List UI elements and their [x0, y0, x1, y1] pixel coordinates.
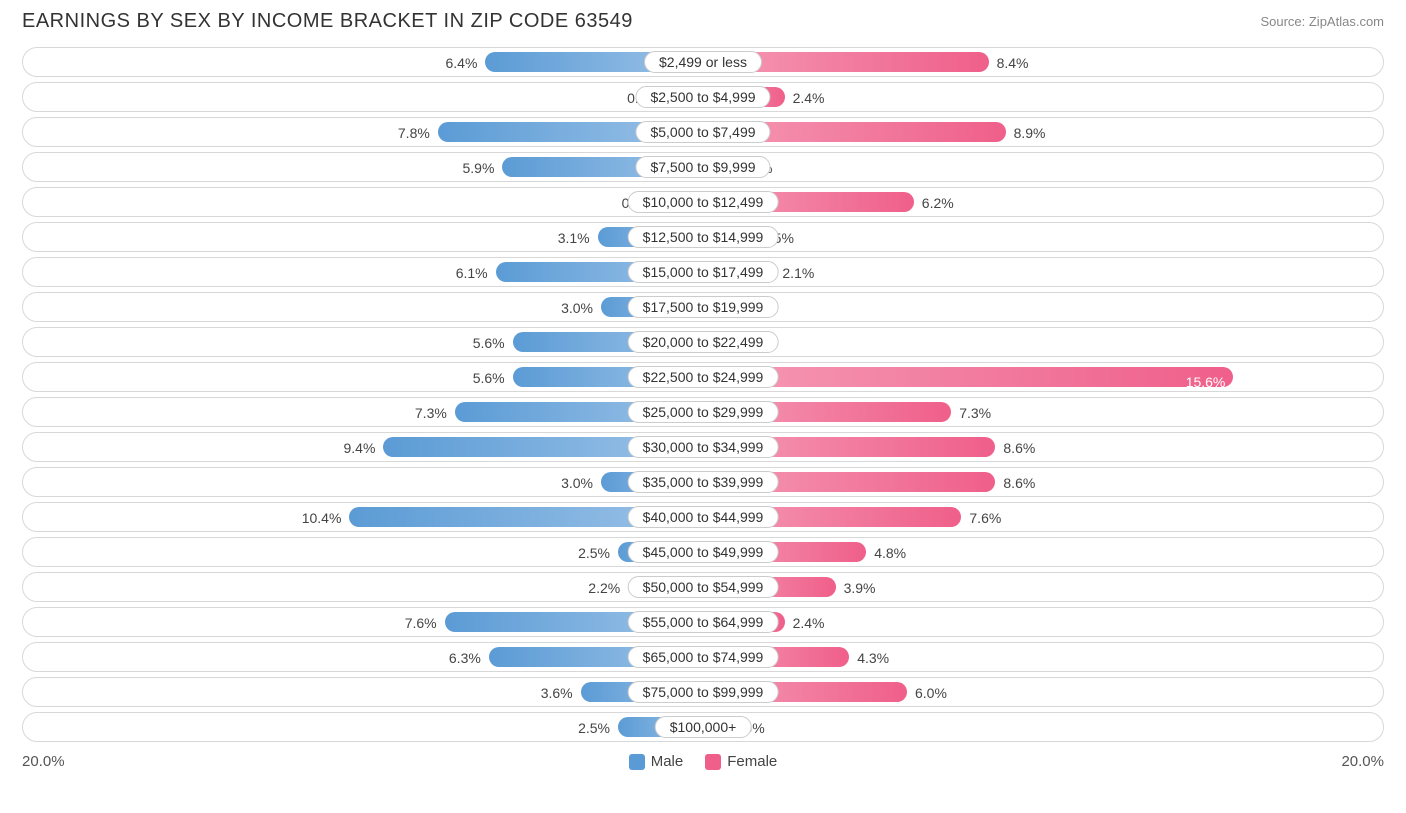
female-value-label: 6.0% — [915, 683, 947, 703]
chart-row: 5.6%0.74%$20,000 to $22,499 — [22, 327, 1384, 357]
male-value-label: 2.5% — [578, 543, 610, 563]
male-value-label: 2.2% — [588, 578, 620, 598]
female-value-label: 8.9% — [1014, 123, 1046, 143]
male-value-label: 5.9% — [462, 158, 494, 178]
legend: Male Female — [629, 753, 778, 770]
chart-row: 7.8% 8.9% $5,000 to $7,499 — [22, 117, 1384, 147]
female-value-label: 15.6% — [1186, 372, 1226, 392]
legend-male-label: Male — [651, 753, 684, 770]
female-value-label: 2.4% — [793, 88, 825, 108]
male-value-label: 5.6% — [473, 368, 505, 388]
female-value-label: 4.8% — [874, 543, 906, 563]
male-value-label: 7.6% — [405, 613, 437, 633]
male-value-label: 9.4% — [343, 438, 375, 458]
bracket-label: $75,000 to $99,999 — [628, 681, 779, 703]
legend-female-label: Female — [727, 753, 777, 770]
chart-row: 9.4% 8.6% $30,000 to $34,999 — [22, 432, 1384, 462]
bracket-label: $50,000 to $54,999 — [628, 576, 779, 598]
axis-left-max: 20.0% — [22, 753, 65, 770]
header: EARNINGS BY SEX BY INCOME BRACKET IN ZIP… — [0, 0, 1406, 47]
male-value-label: 3.6% — [541, 683, 573, 703]
female-value-label: 7.3% — [959, 403, 991, 423]
female-value-label: 2.4% — [793, 613, 825, 633]
bracket-label: $55,000 to $64,999 — [628, 611, 779, 633]
legend-male-swatch — [629, 754, 645, 770]
bracket-label: $22,500 to $24,999 — [628, 366, 779, 388]
chart-row: 3.0% 8.6% $35,000 to $39,999 — [22, 467, 1384, 497]
chart-row: 6.1% 2.1%$15,000 to $17,499 — [22, 257, 1384, 287]
chart-row: 6.4% 8.4% $2,499 or less — [22, 47, 1384, 77]
male-value-label: 5.6% — [473, 333, 505, 353]
chart-row: 6.3% 4.3% $65,000 to $74,999 — [22, 642, 1384, 672]
chart-row: 3.0%0.56%$17,500 to $19,999 — [22, 292, 1384, 322]
chart-title: EARNINGS BY SEX BY INCOME BRACKET IN ZIP… — [22, 10, 633, 33]
male-value-label: 10.4% — [302, 508, 342, 528]
legend-male: Male — [629, 753, 684, 770]
axis-right-max: 20.0% — [1341, 753, 1384, 770]
bracket-label: $30,000 to $34,999 — [628, 436, 779, 458]
chart-row: 0.83%2.4%$2,500 to $4,999 — [22, 82, 1384, 112]
male-value-label: 3.1% — [558, 228, 590, 248]
bracket-label: $40,000 to $44,999 — [628, 506, 779, 528]
female-value-label: 4.3% — [857, 648, 889, 668]
chart-row: 5.6%15.6%$22,500 to $24,999 — [22, 362, 1384, 392]
chart-row: 3.6% 6.0% $75,000 to $99,999 — [22, 677, 1384, 707]
bracket-label: $65,000 to $74,999 — [628, 646, 779, 668]
male-value-label: 7.3% — [415, 403, 447, 423]
chart-row: 2.5% 4.8% $45,000 to $49,999 — [22, 537, 1384, 567]
chart-row: 10.4% 7.6% $40,000 to $44,999 — [22, 502, 1384, 532]
legend-female-swatch — [705, 754, 721, 770]
male-value-label: 6.3% — [449, 648, 481, 668]
bracket-label: $15,000 to $17,499 — [628, 261, 779, 283]
female-value-label: 3.9% — [844, 578, 876, 598]
female-value-label: 8.6% — [1003, 438, 1035, 458]
male-value-label: 3.0% — [561, 473, 593, 493]
female-value-label: 6.2% — [922, 193, 954, 213]
female-bar: 15.6% — [703, 367, 1233, 387]
male-value-label: 6.4% — [445, 53, 477, 73]
bracket-label: $7,500 to $9,999 — [635, 156, 770, 178]
chart-footer: 20.0% Male Female 20.0% — [0, 747, 1406, 770]
bracket-label: $12,500 to $14,999 — [628, 226, 779, 248]
chart-row: 3.1%1.5%$12,500 to $14,999 — [22, 222, 1384, 252]
chart-row: 7.3% 7.3% $25,000 to $29,999 — [22, 397, 1384, 427]
legend-female: Female — [705, 753, 777, 770]
female-value-label: 8.4% — [997, 53, 1029, 73]
male-value-label: 3.0% — [561, 298, 593, 318]
chart-row: 0.99%6.2%$10,000 to $12,499 — [22, 187, 1384, 217]
male-value-label: 6.1% — [456, 263, 488, 283]
male-value-label: 2.5% — [578, 718, 610, 738]
bracket-label: $20,000 to $22,499 — [628, 331, 779, 353]
bracket-label: $2,500 to $4,999 — [635, 86, 770, 108]
source-attribution: Source: ZipAtlas.com — [1260, 14, 1384, 29]
male-value-label: 7.8% — [398, 123, 430, 143]
female-value-label: 2.1% — [782, 263, 814, 283]
bracket-label: $45,000 to $49,999 — [628, 541, 779, 563]
bracket-label: $25,000 to $29,999 — [628, 401, 779, 423]
bracket-label: $5,000 to $7,499 — [635, 121, 770, 143]
bracket-label: $17,500 to $19,999 — [628, 296, 779, 318]
female-value-label: 8.6% — [1003, 473, 1035, 493]
chart-row: 7.6% 2.4% $55,000 to $64,999 — [22, 607, 1384, 637]
bracket-label: $10,000 to $12,499 — [628, 191, 779, 213]
bracket-label: $2,499 or less — [644, 51, 762, 73]
chart-row: 5.9%0.19%$7,500 to $9,999 — [22, 152, 1384, 182]
female-value-label: 7.6% — [969, 508, 1001, 528]
chart-row: 2.5%0.0%$100,000+ — [22, 712, 1384, 742]
bracket-label: $35,000 to $39,999 — [628, 471, 779, 493]
bracket-label: $100,000+ — [655, 716, 752, 738]
chart-row: 2.2% 3.9% $50,000 to $54,999 — [22, 572, 1384, 602]
chart-area: 6.4%8.4%$2,499 or less0.83%2.4%$2,500 to… — [0, 47, 1406, 742]
